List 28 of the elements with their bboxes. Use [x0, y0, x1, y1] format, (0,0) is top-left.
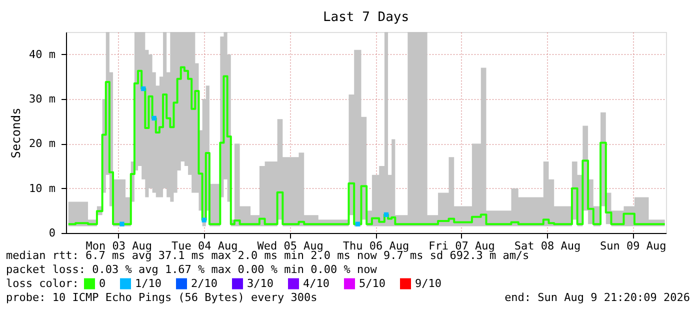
legend-label: 2/10 — [191, 276, 218, 290]
text: probe: 10 ICMP Echo Pings (56 Bytes) every 300s — [6, 291, 318, 304]
x-tick-label: Wed 05 Aug — [257, 240, 324, 252]
legend-label: 4/10 — [303, 276, 330, 290]
y-tick-label: 10 m — [29, 182, 56, 195]
y-tick-label: 30 m — [29, 92, 56, 106]
point — [202, 218, 206, 222]
legend-label: 0 — [99, 276, 106, 290]
point — [384, 212, 389, 218]
text: end: Sun Aug 9 21:20:09 2026 — [504, 291, 690, 304]
x-tick-label: Sat 08 Aug — [514, 240, 581, 252]
x-tick-label: Sun 09 Aug — [600, 240, 666, 252]
text: packet loss: 0.03 % avg 1.67 % max 0.00 % min 0.00 % now — [6, 263, 378, 276]
y-tick-label: 40 m — [29, 48, 56, 61]
legend-label: 3/10 — [247, 276, 274, 290]
x-tick-label: Tue 04 Aug — [171, 240, 238, 252]
point — [120, 222, 124, 226]
y-tick-label: 20 m — [29, 137, 56, 150]
point — [152, 116, 156, 121]
y-axis-title: Seconds — [9, 108, 24, 158]
legend-label: 1/10 — [135, 276, 162, 290]
legend-label: 9/10 — [415, 276, 442, 290]
chart-title: Last 7 Days — [322, 10, 410, 25]
point — [355, 222, 360, 226]
point — [141, 86, 146, 92]
legend-label: 5/10 — [359, 276, 386, 290]
legend-title: loss color: — [6, 277, 79, 290]
y-tick-label: 0 — [48, 226, 56, 240]
